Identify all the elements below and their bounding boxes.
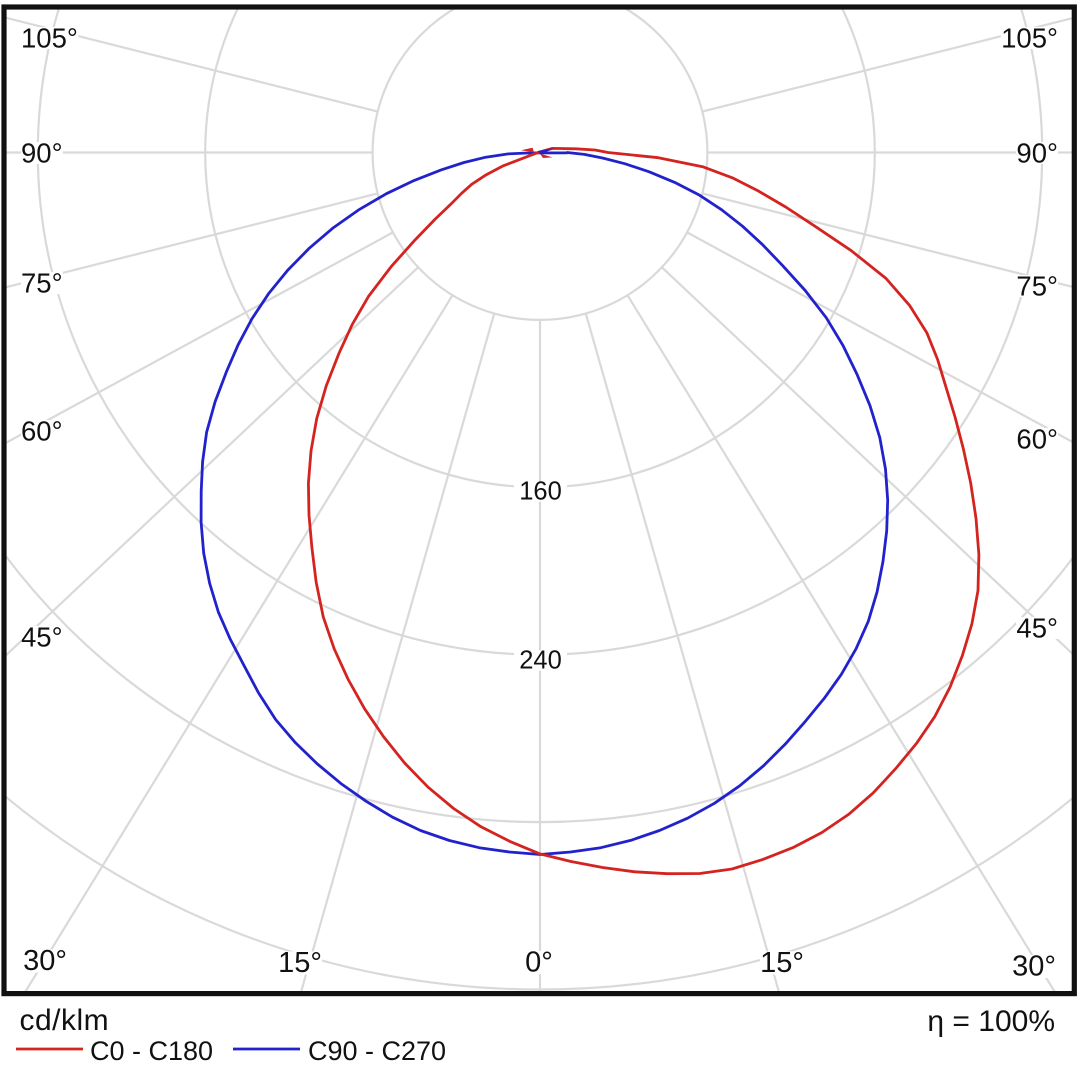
svg-text:60°: 60° [1016, 424, 1058, 455]
svg-text:C0 - C180: C0 - C180 [90, 1036, 213, 1066]
svg-text:75°: 75° [21, 268, 63, 299]
svg-text:15°: 15° [760, 947, 804, 979]
svg-text:160: 160 [519, 478, 562, 506]
svg-text:90°: 90° [21, 138, 63, 169]
svg-text:15°: 15° [278, 947, 322, 979]
svg-text:105°: 105° [1001, 23, 1058, 54]
svg-text:45°: 45° [1016, 613, 1058, 644]
svg-text:240: 240 [519, 647, 562, 675]
svg-text:90°: 90° [1016, 138, 1058, 169]
svg-text:60°: 60° [21, 416, 63, 447]
svg-text:45°: 45° [21, 622, 63, 653]
svg-text:105°: 105° [21, 23, 78, 54]
svg-text:75°: 75° [1016, 271, 1058, 302]
svg-text:30°: 30° [23, 945, 67, 977]
svg-text:30°: 30° [1012, 951, 1056, 983]
svg-text:C90 - C270: C90 - C270 [308, 1036, 446, 1066]
svg-text:η = 100%: η = 100% [927, 1005, 1055, 1038]
svg-text:0°: 0° [525, 947, 553, 979]
svg-text:cd/klm: cd/klm [20, 1004, 110, 1037]
